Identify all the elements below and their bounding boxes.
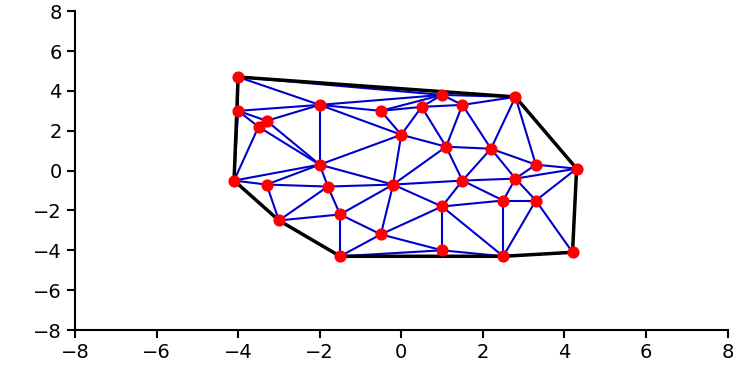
Point: [485, 146, 497, 152]
Point: [314, 162, 326, 168]
Point: [322, 184, 334, 190]
Point: [395, 132, 407, 138]
Point: [416, 104, 428, 110]
Point: [334, 253, 346, 259]
Point: [509, 176, 521, 181]
Point: [509, 94, 521, 100]
Point: [334, 211, 346, 217]
Point: [566, 249, 578, 255]
Point: [232, 108, 244, 114]
Point: [530, 162, 542, 168]
Point: [261, 118, 273, 124]
Point: [314, 102, 326, 108]
Point: [530, 198, 542, 204]
Point: [436, 204, 448, 210]
Point: [232, 74, 244, 80]
Point: [457, 178, 469, 184]
Point: [228, 178, 240, 184]
Point: [387, 182, 399, 188]
Point: [571, 166, 583, 172]
Point: [375, 231, 387, 237]
Point: [375, 108, 387, 114]
Point: [436, 248, 448, 254]
Point: [436, 92, 448, 98]
Point: [261, 182, 273, 188]
Point: [273, 217, 285, 223]
Point: [253, 124, 265, 130]
Point: [497, 253, 509, 259]
Point: [497, 198, 509, 204]
Point: [457, 102, 469, 108]
Point: [440, 144, 452, 150]
